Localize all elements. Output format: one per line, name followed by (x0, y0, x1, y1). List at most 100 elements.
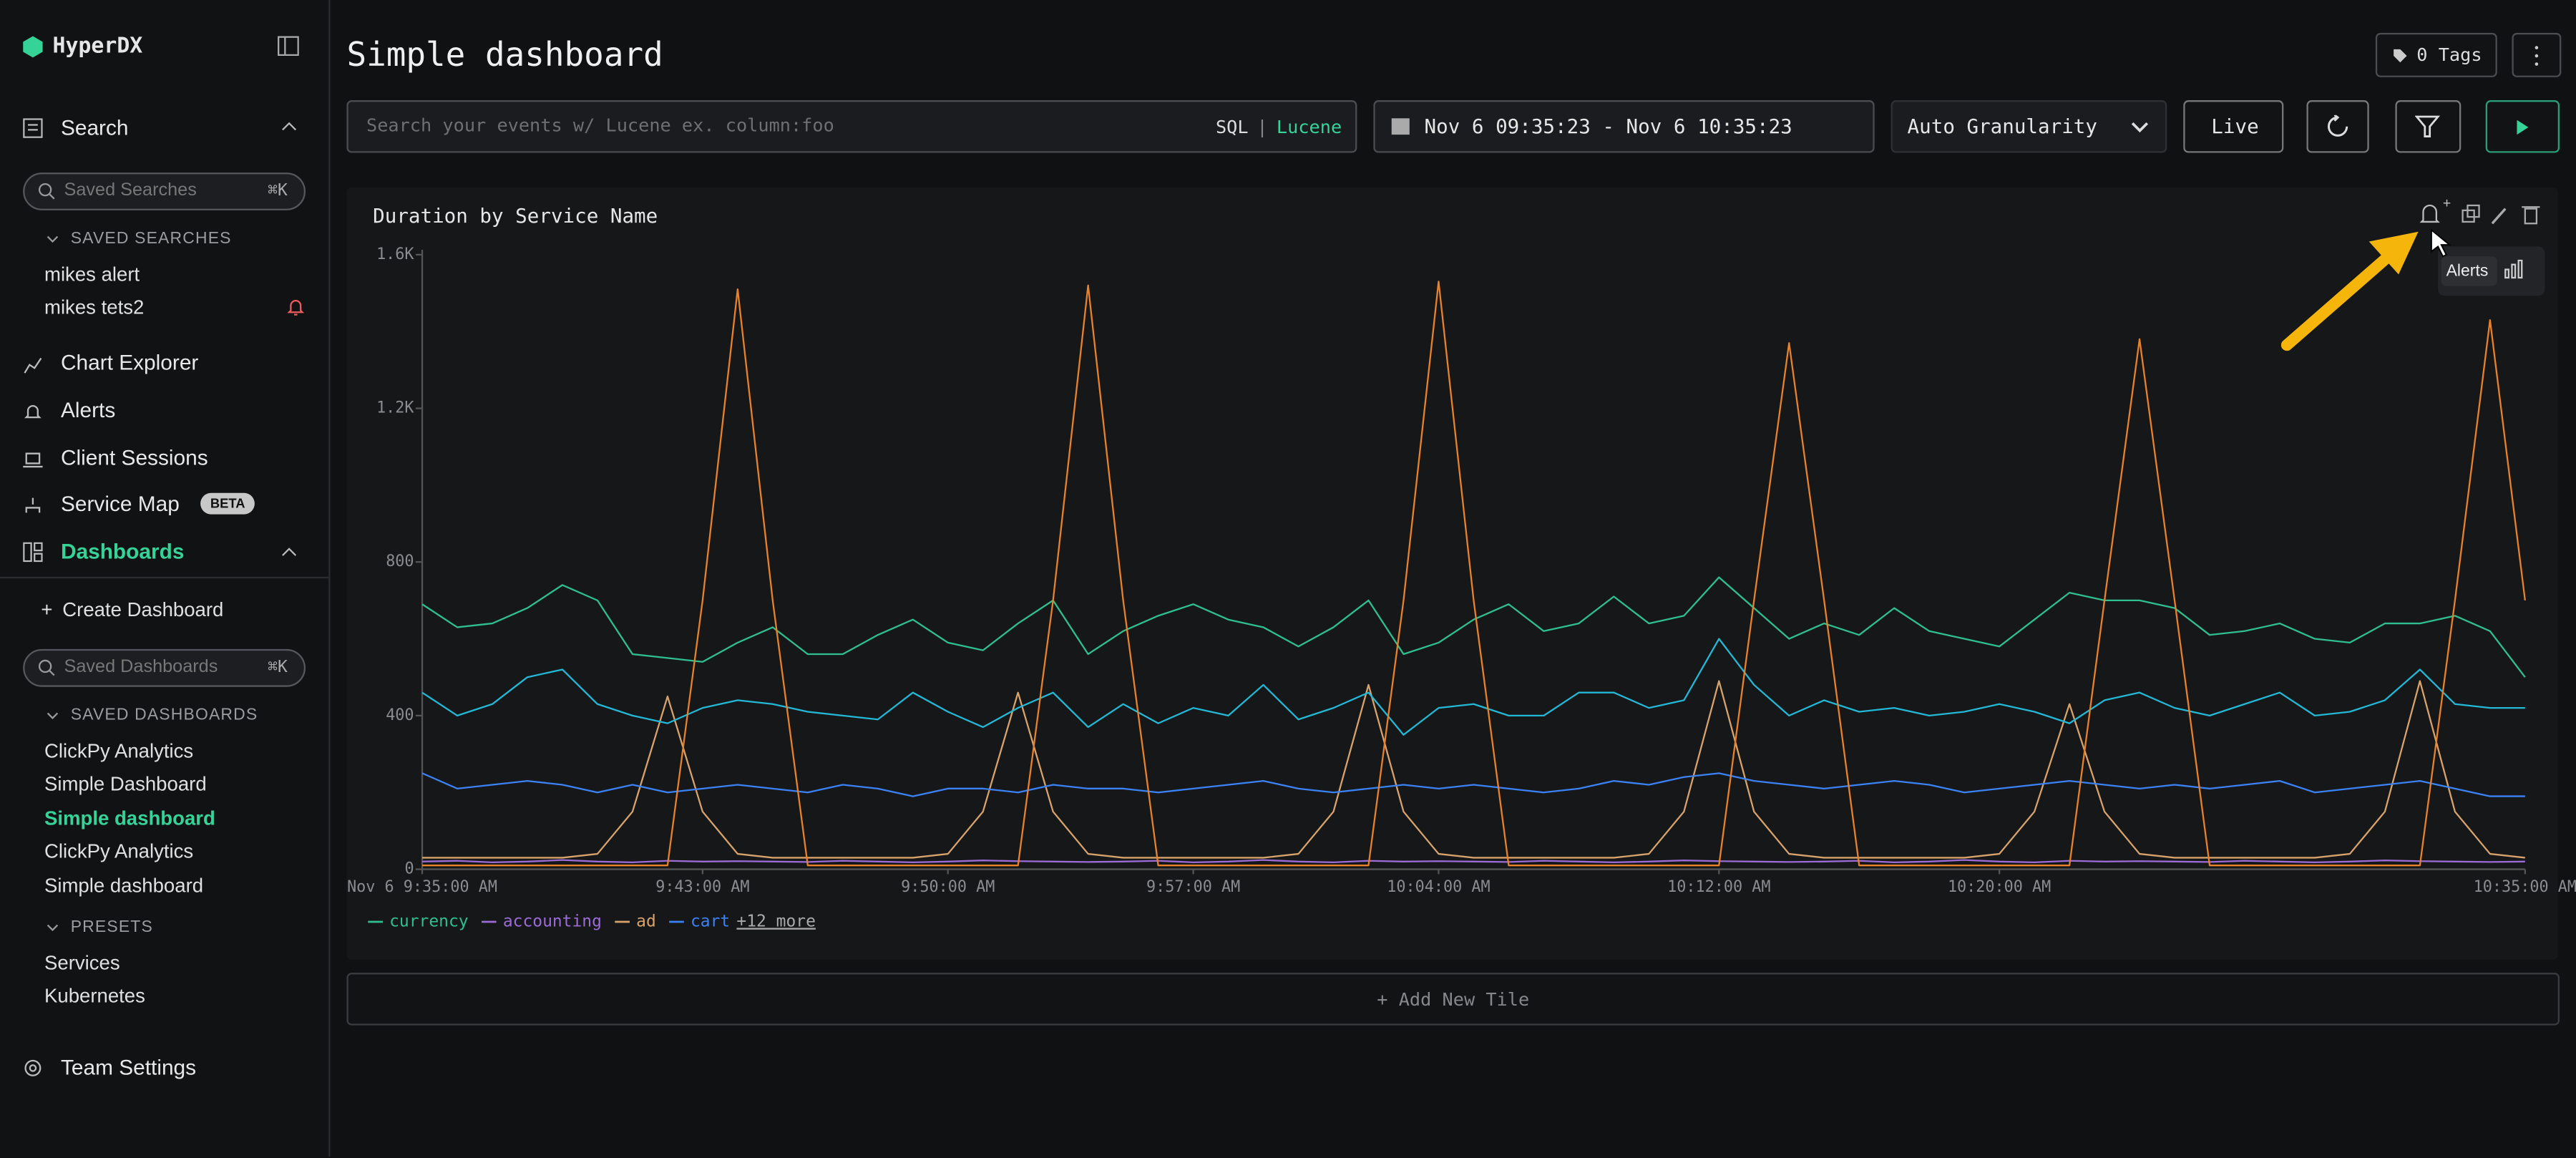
nav-dashboards[interactable]: Dashboards (60, 539, 185, 564)
nav-item[interactable]: Alerts (60, 397, 116, 423)
alert-bell (287, 300, 304, 316)
logo (23, 36, 43, 58)
placeholder: Search your events w/ Lucene ex. column:… (366, 115, 834, 137)
filter-button[interactable] (2395, 100, 2462, 153)
chevron[interactable] (281, 122, 298, 132)
alert-button[interactable] (2419, 204, 2440, 223)
sidebar: HyperDX Search Saved Searches ⌘K SAVED S… (0, 0, 331, 1157)
svg-text:+: + (2443, 198, 2451, 211)
chevron[interactable] (46, 923, 59, 933)
chart-tile (346, 187, 2558, 960)
collapse-sidebar[interactable] (278, 36, 299, 57)
legend-more: +12 more (736, 913, 815, 931)
x-tick-label: Nov 6 9:35:00 AM (347, 878, 497, 896)
refresh-button[interactable] (2306, 100, 2369, 153)
tags-button[interactable]: 0 Tags (2375, 32, 2497, 77)
search-icon (23, 118, 43, 138)
tooltip-panel: Alerts (2438, 246, 2545, 296)
more-button[interactable] (2512, 32, 2562, 77)
page-title: Simple dashboard (346, 34, 663, 74)
saved-dashboard[interactable]: Simple dashboard (44, 807, 215, 830)
separator: | (1257, 117, 1268, 138)
section-heading: PRESETS (70, 918, 153, 937)
nav-item[interactable]: Chart Explorer (60, 350, 199, 375)
series-line (421, 576, 2526, 678)
nav-item[interactable]: Client Sessions (60, 445, 208, 470)
preset[interactable]: Kubernetes (44, 984, 145, 1008)
saved-dashboard[interactable]: ClickPy Analytics (44, 739, 194, 763)
saved-searches-input[interactable]: Saved Searches ⌘K (23, 172, 306, 210)
shortcut: ⌘K (268, 658, 288, 677)
x-tick-label: 10:20:00 AM (1948, 878, 2051, 896)
search-input[interactable]: Search your events w/ Lucene ex. column:… (346, 100, 1357, 153)
tile-actions: + (2419, 198, 2540, 225)
x-tick-label: 10:35:00 AM (2474, 878, 2576, 896)
plus: + (41, 598, 53, 621)
tooltip: Alerts (2446, 263, 2489, 281)
annotation-arrow (2280, 228, 2451, 351)
x-tick-label: 10:04:00 AM (1387, 878, 1490, 896)
placeholder: Saved Dashboards (64, 657, 218, 677)
x-tick-label: 9:43:00 AM (655, 878, 749, 896)
y-tick-label: 1.6K (376, 245, 414, 263)
series-line (422, 281, 2526, 867)
y-tick-label: 400 (386, 706, 414, 724)
nav-icon (25, 497, 41, 513)
time-range: Nov 6 09:35:23 - Nov 6 10:35:23 (1424, 115, 1792, 138)
y-tick-label: 1.2K (376, 399, 414, 417)
series-line (422, 859, 2525, 864)
legend-label: ad (636, 913, 656, 931)
nav-item[interactable]: Service Map (60, 491, 180, 516)
add-tile: + Add New Tile (1377, 989, 1530, 1011)
placeholder: Saved Searches (64, 180, 197, 201)
settings-icon (24, 1059, 42, 1076)
brand: HyperDX (52, 34, 143, 59)
live-button[interactable]: Live (2183, 100, 2284, 153)
y-tick-label: 0 (404, 860, 414, 878)
tags-label: 0 Tags (2416, 44, 2482, 66)
legend-label: accounting (503, 913, 602, 931)
series-line (421, 638, 2525, 736)
sql-toggle[interactable]: SQL (1215, 117, 1249, 138)
chevron[interactable] (281, 548, 298, 558)
legend-label: cart (691, 913, 730, 931)
chart-title: Duration by Service Name (373, 205, 658, 228)
beta-badge: BETA (200, 492, 255, 515)
preset[interactable]: Services (44, 951, 120, 975)
saved-dashboard[interactable]: ClickPy Analytics (44, 840, 194, 863)
saved-dashboards-input[interactable]: Saved Dashboards ⌘K (23, 648, 306, 687)
y-tick-label: 800 (386, 553, 414, 570)
series-line (422, 680, 2525, 859)
nav-icon (24, 357, 42, 374)
divider (0, 576, 329, 579)
create-dashboard[interactable]: Create Dashboard (62, 598, 224, 621)
time-picker[interactable]: Nov 6 09:35:23 - Nov 6 10:35:23 (1373, 100, 1875, 153)
section-heading: SAVED SEARCHES (70, 230, 232, 248)
x-tick-label: 9:57:00 AM (1146, 878, 1240, 896)
chevron[interactable] (46, 235, 59, 245)
saved-search[interactable]: mikes tets2 (44, 296, 145, 319)
run-button[interactable] (2485, 100, 2560, 153)
chevron[interactable] (46, 711, 59, 721)
delete-button[interactable] (2524, 208, 2538, 225)
granularity: Auto Granularity (1907, 115, 2097, 138)
section-heading: SAVED DASHBOARDS (70, 706, 258, 725)
dash-icon (23, 542, 43, 563)
nav-icon (24, 404, 42, 419)
saved-dashboard[interactable]: Simple Dashboard (44, 772, 207, 796)
x-tick-label: 10:12:00 AM (1667, 878, 1770, 896)
nav-team-settings[interactable]: Team Settings (60, 1054, 197, 1080)
series-line (421, 772, 2525, 797)
nav-icon (23, 452, 43, 468)
granularity-select[interactable]: Auto Granularity (1890, 100, 2167, 153)
live: Live (2211, 115, 2259, 138)
nav-search[interactable]: Search (60, 115, 129, 140)
lucene-toggle[interactable]: Lucene (1276, 117, 1342, 138)
add-tile-button[interactable]: + Add New Tile (346, 973, 2560, 1026)
saved-dashboard[interactable]: Simple dashboard (44, 874, 204, 897)
saved-search[interactable]: mikes alert (44, 263, 140, 286)
edit-button[interactable] (2491, 208, 2507, 225)
